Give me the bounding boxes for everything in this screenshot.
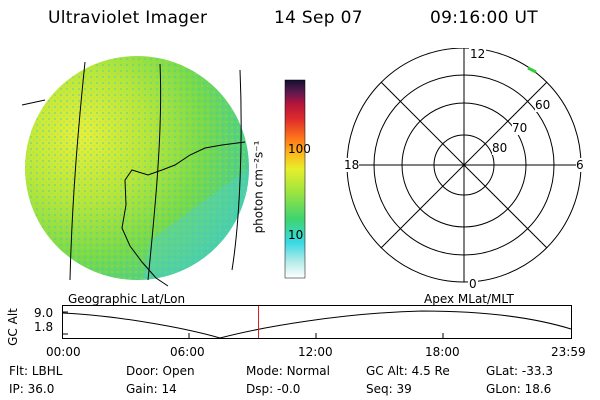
polar-lat-80: 80 — [492, 141, 508, 155]
colorbar — [284, 79, 306, 279]
mode-status: Mode: Normal — [246, 364, 330, 378]
dsp-status: Dsp: -0.0 — [246, 382, 300, 396]
polar-label-6: 6 — [576, 158, 584, 172]
door-status: Door: Open — [126, 364, 195, 378]
dsp-value: -0.0 — [276, 382, 301, 396]
glat-value: -33.3 — [521, 364, 553, 378]
earth-disk — [25, 56, 249, 280]
mode-value: Normal — [286, 364, 330, 378]
altitude-plot-frame — [62, 305, 572, 339]
glon-status: GLon: 18.6 — [486, 382, 551, 396]
ip-label: IP: — [9, 382, 24, 396]
gain-status: Gain: 14 — [126, 382, 177, 396]
filter-status: Flt: LBHL — [9, 364, 62, 378]
altitude-x-tick-1: 06:00 — [170, 345, 205, 359]
ip-value: 36.0 — [27, 382, 55, 396]
polar-label-18: 18 — [344, 158, 360, 172]
geographic-grid — [21, 61, 242, 281]
polar-lat-60: 60 — [535, 98, 551, 112]
date-label: 14 Sep 07 — [274, 8, 363, 28]
polar-data-speck — [527, 66, 537, 74]
time-label: 09:16:00 UT — [430, 8, 538, 28]
polar-label-12: 12 — [469, 47, 487, 61]
altitude-x-tick-2: 12:00 — [298, 345, 333, 359]
gcalt-value: 4.5 Re — [411, 364, 450, 378]
colorbar-gradient — [284, 79, 306, 279]
altitude-x-tick-0: 00:00 — [46, 345, 81, 359]
polar-lat-70: 70 — [512, 121, 528, 135]
altitude-y-tick-min: 1.8 — [34, 320, 54, 334]
polar-plot — [346, 48, 582, 283]
door-label: Door: — [126, 364, 159, 378]
glon-value: 18.6 — [524, 382, 552, 396]
door-value: Open — [162, 364, 195, 378]
gain-label: Gain: — [126, 382, 158, 396]
altitude-curve — [62, 310, 572, 339]
earth-image-panel — [21, 56, 249, 287]
polar-label-0: 0 — [468, 277, 478, 291]
altitude-x-tick-3: 18:00 — [425, 345, 460, 359]
instrument-title: Ultraviolet Imager — [48, 8, 208, 28]
gain-value: 14 — [161, 382, 177, 396]
apex-caption: Apex MLat/MLT — [424, 292, 514, 306]
filter-value: LBHL — [31, 364, 63, 378]
mode-label: Mode: — [246, 364, 283, 378]
altitude-x-tick-4: 23:59 — [551, 345, 586, 359]
colorbar-tick-100: 100 — [288, 142, 311, 156]
seq-label: Seq: — [366, 382, 393, 396]
geographic-caption: Geographic Lat/Lon — [68, 292, 186, 306]
gcalt-status: GC Alt: 4.5 Re — [366, 364, 450, 378]
altitude-plot — [62, 305, 572, 339]
filter-label: Flt: — [9, 364, 28, 378]
glat-label: GLat: — [486, 364, 519, 378]
altitude-y-label: GC Alt — [5, 308, 20, 346]
glat-status: GLat: -33.3 — [486, 364, 553, 378]
altitude-y-tick-max: 9.0 — [34, 306, 54, 320]
coastline — [121, 141, 246, 287]
seq-status: Seq: 39 — [366, 382, 412, 396]
dsp-label: Dsp: — [246, 382, 274, 396]
seq-value: 39 — [396, 382, 412, 396]
ip-status: IP: 36.0 — [9, 382, 54, 396]
gcalt-label: GC Alt: — [366, 364, 408, 378]
glon-label: GLon: — [486, 382, 521, 396]
colorbar-tick-10: 10 — [288, 228, 304, 242]
polar-diagonal-2 — [380, 81, 548, 249]
colorbar-unit-label: photon cm⁻²s⁻¹ — [251, 140, 266, 234]
